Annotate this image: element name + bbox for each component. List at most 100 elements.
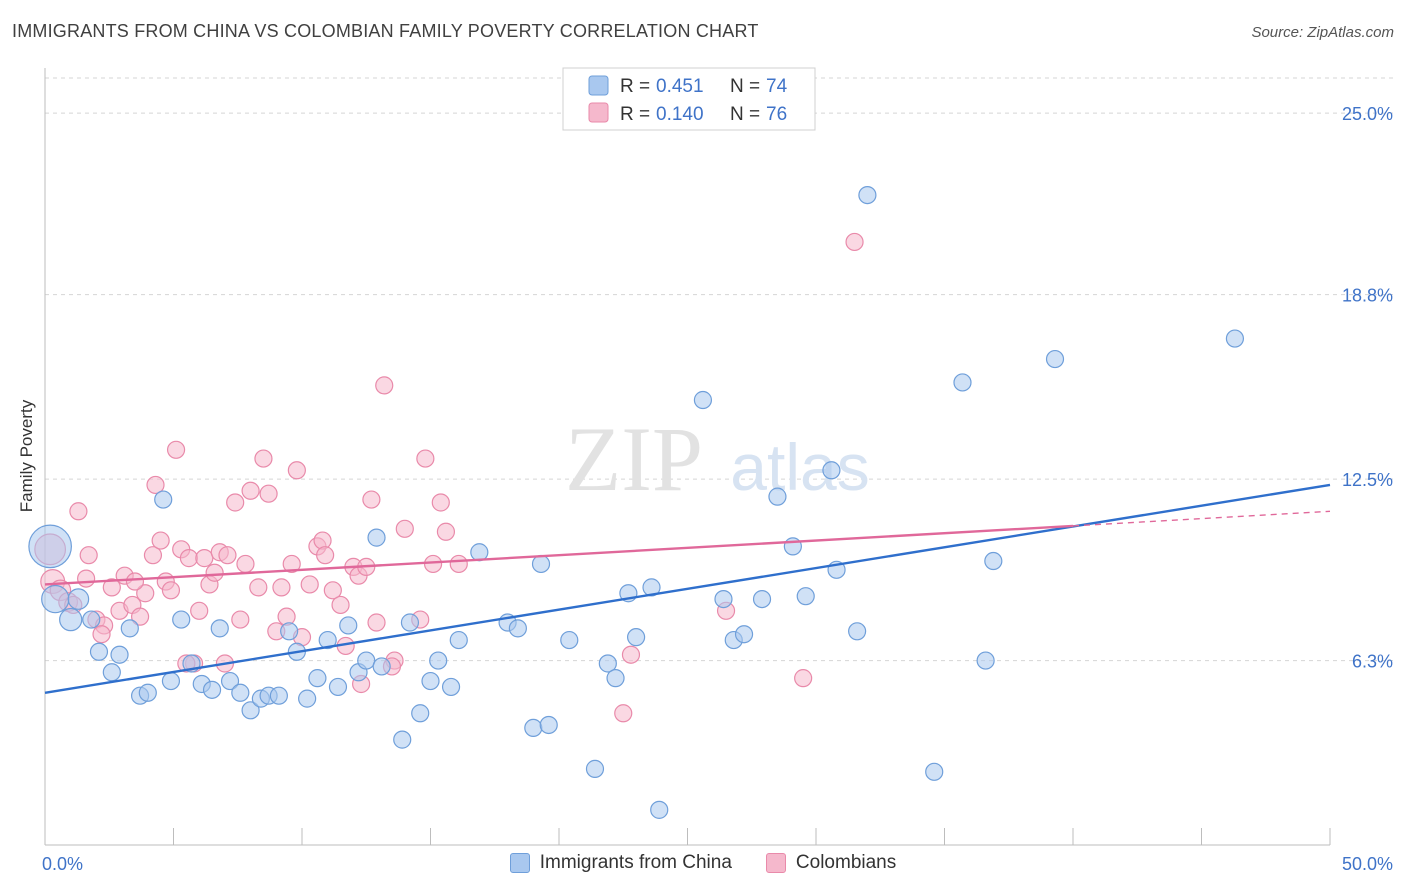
colombians-point[interactable]: [416, 449, 435, 468]
colombians-point[interactable]: [195, 549, 214, 568]
bottom-legend-colombians[interactable]: Colombians: [765, 852, 896, 874]
colombians-point[interactable]: [231, 610, 250, 629]
colombians-point[interactable]: [79, 546, 98, 565]
colombians-point[interactable]: [367, 613, 386, 632]
china-point[interactable]: [120, 619, 139, 638]
china-point[interactable]: [449, 630, 468, 650]
colombians-point[interactable]: [449, 554, 468, 574]
china-point[interactable]: [220, 671, 240, 691]
colombians-point[interactable]: [226, 493, 245, 512]
china-point[interactable]: [357, 651, 376, 670]
colombians-point[interactable]: [236, 554, 255, 574]
china-point[interactable]: [328, 677, 348, 697]
colombians-point[interactable]: [69, 502, 88, 521]
china-point[interactable]: [102, 663, 121, 682]
colombians-point[interactable]: [151, 531, 170, 550]
china-point[interactable]: [367, 528, 386, 547]
china-point[interactable]: [411, 704, 430, 723]
colombians-point[interactable]: [436, 522, 456, 541]
colombians-point[interactable]: [300, 575, 319, 594]
china-point[interactable]: [67, 588, 90, 610]
colombians-point[interactable]: [179, 549, 199, 568]
china-point[interactable]: [606, 669, 625, 688]
colombians-point[interactable]: [621, 645, 641, 664]
china-point[interactable]: [59, 607, 83, 632]
china-point[interactable]: [508, 619, 527, 638]
china-point[interactable]: [210, 619, 229, 638]
colombians-point[interactable]: [259, 484, 278, 503]
china-point[interactable]: [154, 490, 173, 509]
colombians-point[interactable]: [282, 554, 301, 574]
colombians-point[interactable]: [241, 481, 260, 500]
colombians-point[interactable]: [845, 232, 864, 252]
colombians-point[interactable]: [92, 625, 111, 644]
colombians-point[interactable]: [614, 704, 633, 723]
colombians-point[interactable]: [161, 581, 181, 600]
china-point[interactable]: [138, 683, 157, 702]
colombians-point[interactable]: [287, 461, 306, 480]
china-point[interactable]: [89, 642, 109, 661]
china-point[interactable]: [372, 657, 391, 676]
colombians-point[interactable]: [316, 546, 335, 565]
colombians-point[interactable]: [146, 475, 165, 495]
china-point[interactable]: [318, 630, 337, 650]
china-point[interactable]: [393, 730, 412, 749]
china-point[interactable]: [531, 554, 551, 574]
china-point[interactable]: [822, 461, 841, 480]
china-point[interactable]: [925, 762, 944, 781]
bottom-legend-china[interactable]: Immigrants from China: [509, 852, 732, 874]
china-point[interactable]: [41, 584, 70, 614]
colombians-point[interactable]: [130, 607, 150, 626]
china-point[interactable]: [984, 551, 1003, 571]
china-point[interactable]: [1225, 329, 1245, 348]
china-point[interactable]: [241, 701, 260, 720]
china-point[interactable]: [642, 578, 661, 597]
colombians-point[interactable]: [136, 584, 155, 603]
china-point[interactable]: [231, 683, 250, 702]
colombians-point[interactable]: [205, 563, 224, 582]
china-point[interactable]: [172, 610, 191, 629]
china-point[interactable]: [441, 677, 461, 697]
china-point[interactable]: [585, 759, 605, 778]
china-point[interactable]: [161, 671, 181, 691]
colombians-point[interactable]: [254, 449, 273, 468]
colombians-point[interactable]: [375, 376, 394, 395]
colombians-point[interactable]: [362, 490, 381, 509]
china-point[interactable]: [1045, 349, 1065, 369]
colombians-point[interactable]: [166, 440, 186, 459]
china-point[interactable]: [539, 715, 558, 735]
colombians-point[interactable]: [395, 519, 414, 538]
colombians-point[interactable]: [102, 578, 121, 597]
china-point[interactable]: [524, 718, 543, 738]
colombians-point[interactable]: [331, 595, 350, 615]
china-point[interactable]: [976, 651, 995, 670]
colombians-point[interactable]: [423, 554, 443, 574]
china-point[interactable]: [848, 622, 867, 641]
china-point[interactable]: [280, 622, 299, 641]
china-point[interactable]: [339, 616, 358, 635]
china-point[interactable]: [650, 800, 669, 819]
china-point[interactable]: [734, 625, 754, 644]
colombians-point[interactable]: [77, 569, 96, 588]
china-point[interactable]: [400, 613, 420, 632]
china-point[interactable]: [626, 628, 646, 647]
china-point[interactable]: [82, 610, 101, 629]
colombians-point[interactable]: [794, 669, 813, 688]
china-point[interactable]: [752, 589, 772, 609]
china-point[interactable]: [298, 689, 317, 708]
colombians-point[interactable]: [143, 546, 163, 565]
china-point[interactable]: [693, 390, 713, 410]
colombians-point[interactable]: [249, 578, 268, 597]
china-point[interactable]: [714, 589, 733, 609]
colombians-point[interactable]: [323, 581, 342, 600]
colombians-point[interactable]: [272, 578, 291, 597]
colombians-point[interactable]: [218, 546, 237, 565]
china-point[interactable]: [768, 487, 787, 506]
china-point[interactable]: [598, 654, 617, 673]
china-point[interactable]: [953, 373, 972, 392]
china-point[interactable]: [308, 669, 327, 688]
colombians-point[interactable]: [190, 601, 209, 620]
china-point[interactable]: [421, 671, 440, 691]
colombians-point[interactable]: [125, 572, 145, 591]
china-point[interactable]: [28, 524, 72, 569]
